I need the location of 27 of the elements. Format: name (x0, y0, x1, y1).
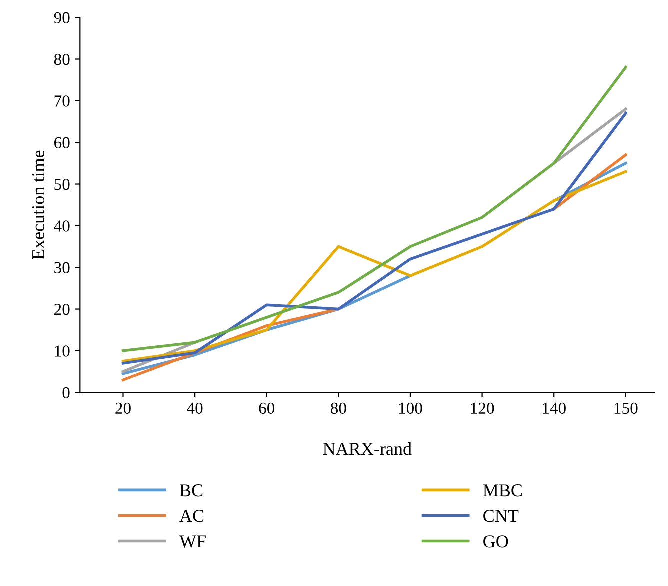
x-tick-label: 140 (543, 402, 566, 414)
y-tick-label: 90 (54, 12, 70, 24)
x-tick-label: 80 (330, 402, 346, 414)
y-tick-label: 0 (62, 387, 70, 399)
y-tick-label: 20 (54, 304, 70, 316)
legend-label: MBC (483, 484, 522, 497)
legend-label: BC (180, 484, 203, 497)
y-tick-label: 10 (55, 346, 70, 357)
x-tick-label: 150 (614, 402, 638, 414)
x-axis-title: NARX-rand (323, 442, 412, 456)
y-tick-label: 70 (54, 96, 70, 107)
legend-label: CNT (484, 510, 519, 522)
legend-label: AC (180, 510, 204, 522)
x-tick-label: 100 (399, 402, 422, 414)
legend-label: WF (180, 536, 206, 548)
line-series (122, 66, 628, 352)
x-tick-label: 60 (259, 402, 275, 414)
y-tick-label: 40 (54, 220, 70, 232)
x-tick-label: 20 (116, 402, 131, 414)
y-tick-label: 80 (54, 54, 70, 66)
legend-label: GO (484, 536, 508, 548)
x-tick-label: 120 (471, 402, 494, 414)
y-tick-label: 60 (54, 137, 70, 149)
y-tick-label: 50 (54, 178, 70, 190)
y-tick-label: 30 (54, 262, 70, 274)
x-tick-label: 40 (187, 402, 203, 414)
y-axis-title: Execution time (32, 150, 45, 260)
